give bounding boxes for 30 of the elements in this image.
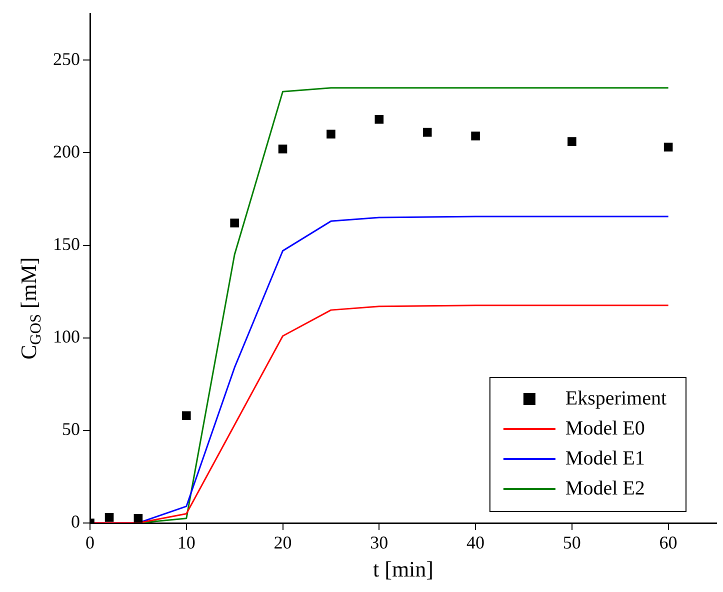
- point: [568, 137, 576, 146]
- point: [104, 513, 114, 522]
- x-tick-label: 20: [274, 532, 292, 553]
- x-axis-title: t [min]: [373, 556, 434, 582]
- legend-label: Model E2: [565, 477, 645, 500]
- y-tick-label: 200: [53, 141, 80, 162]
- y-tick-label: 50: [62, 419, 80, 440]
- point: [230, 218, 239, 228]
- y-axis-title: CGOS [mM]: [16, 257, 45, 360]
- x-tick-label: 10: [177, 532, 196, 553]
- point: [422, 128, 432, 137]
- x-tick-label: 30: [370, 532, 388, 553]
- x-tick-label: 40: [466, 532, 485, 553]
- y-tick-label: 0: [71, 512, 80, 532]
- point: [374, 114, 384, 124]
- point: [326, 130, 336, 139]
- x-tick-label: 50: [562, 532, 581, 553]
- x-tick-label: 0: [86, 532, 94, 553]
- y-tick-label: 250: [53, 48, 80, 69]
- point: [182, 411, 191, 420]
- x-tick-label: 60: [659, 532, 678, 553]
- legend-label: Eksperiment: [565, 387, 667, 410]
- point: [471, 132, 480, 140]
- legend-label: Model E0: [565, 417, 645, 440]
- legend-label: Model E1: [565, 447, 645, 470]
- y-tick-label: 150: [53, 234, 80, 254]
- point: [664, 142, 673, 152]
- point: [134, 514, 143, 523]
- point: [278, 144, 288, 154]
- y-tick-label: 100: [53, 326, 80, 347]
